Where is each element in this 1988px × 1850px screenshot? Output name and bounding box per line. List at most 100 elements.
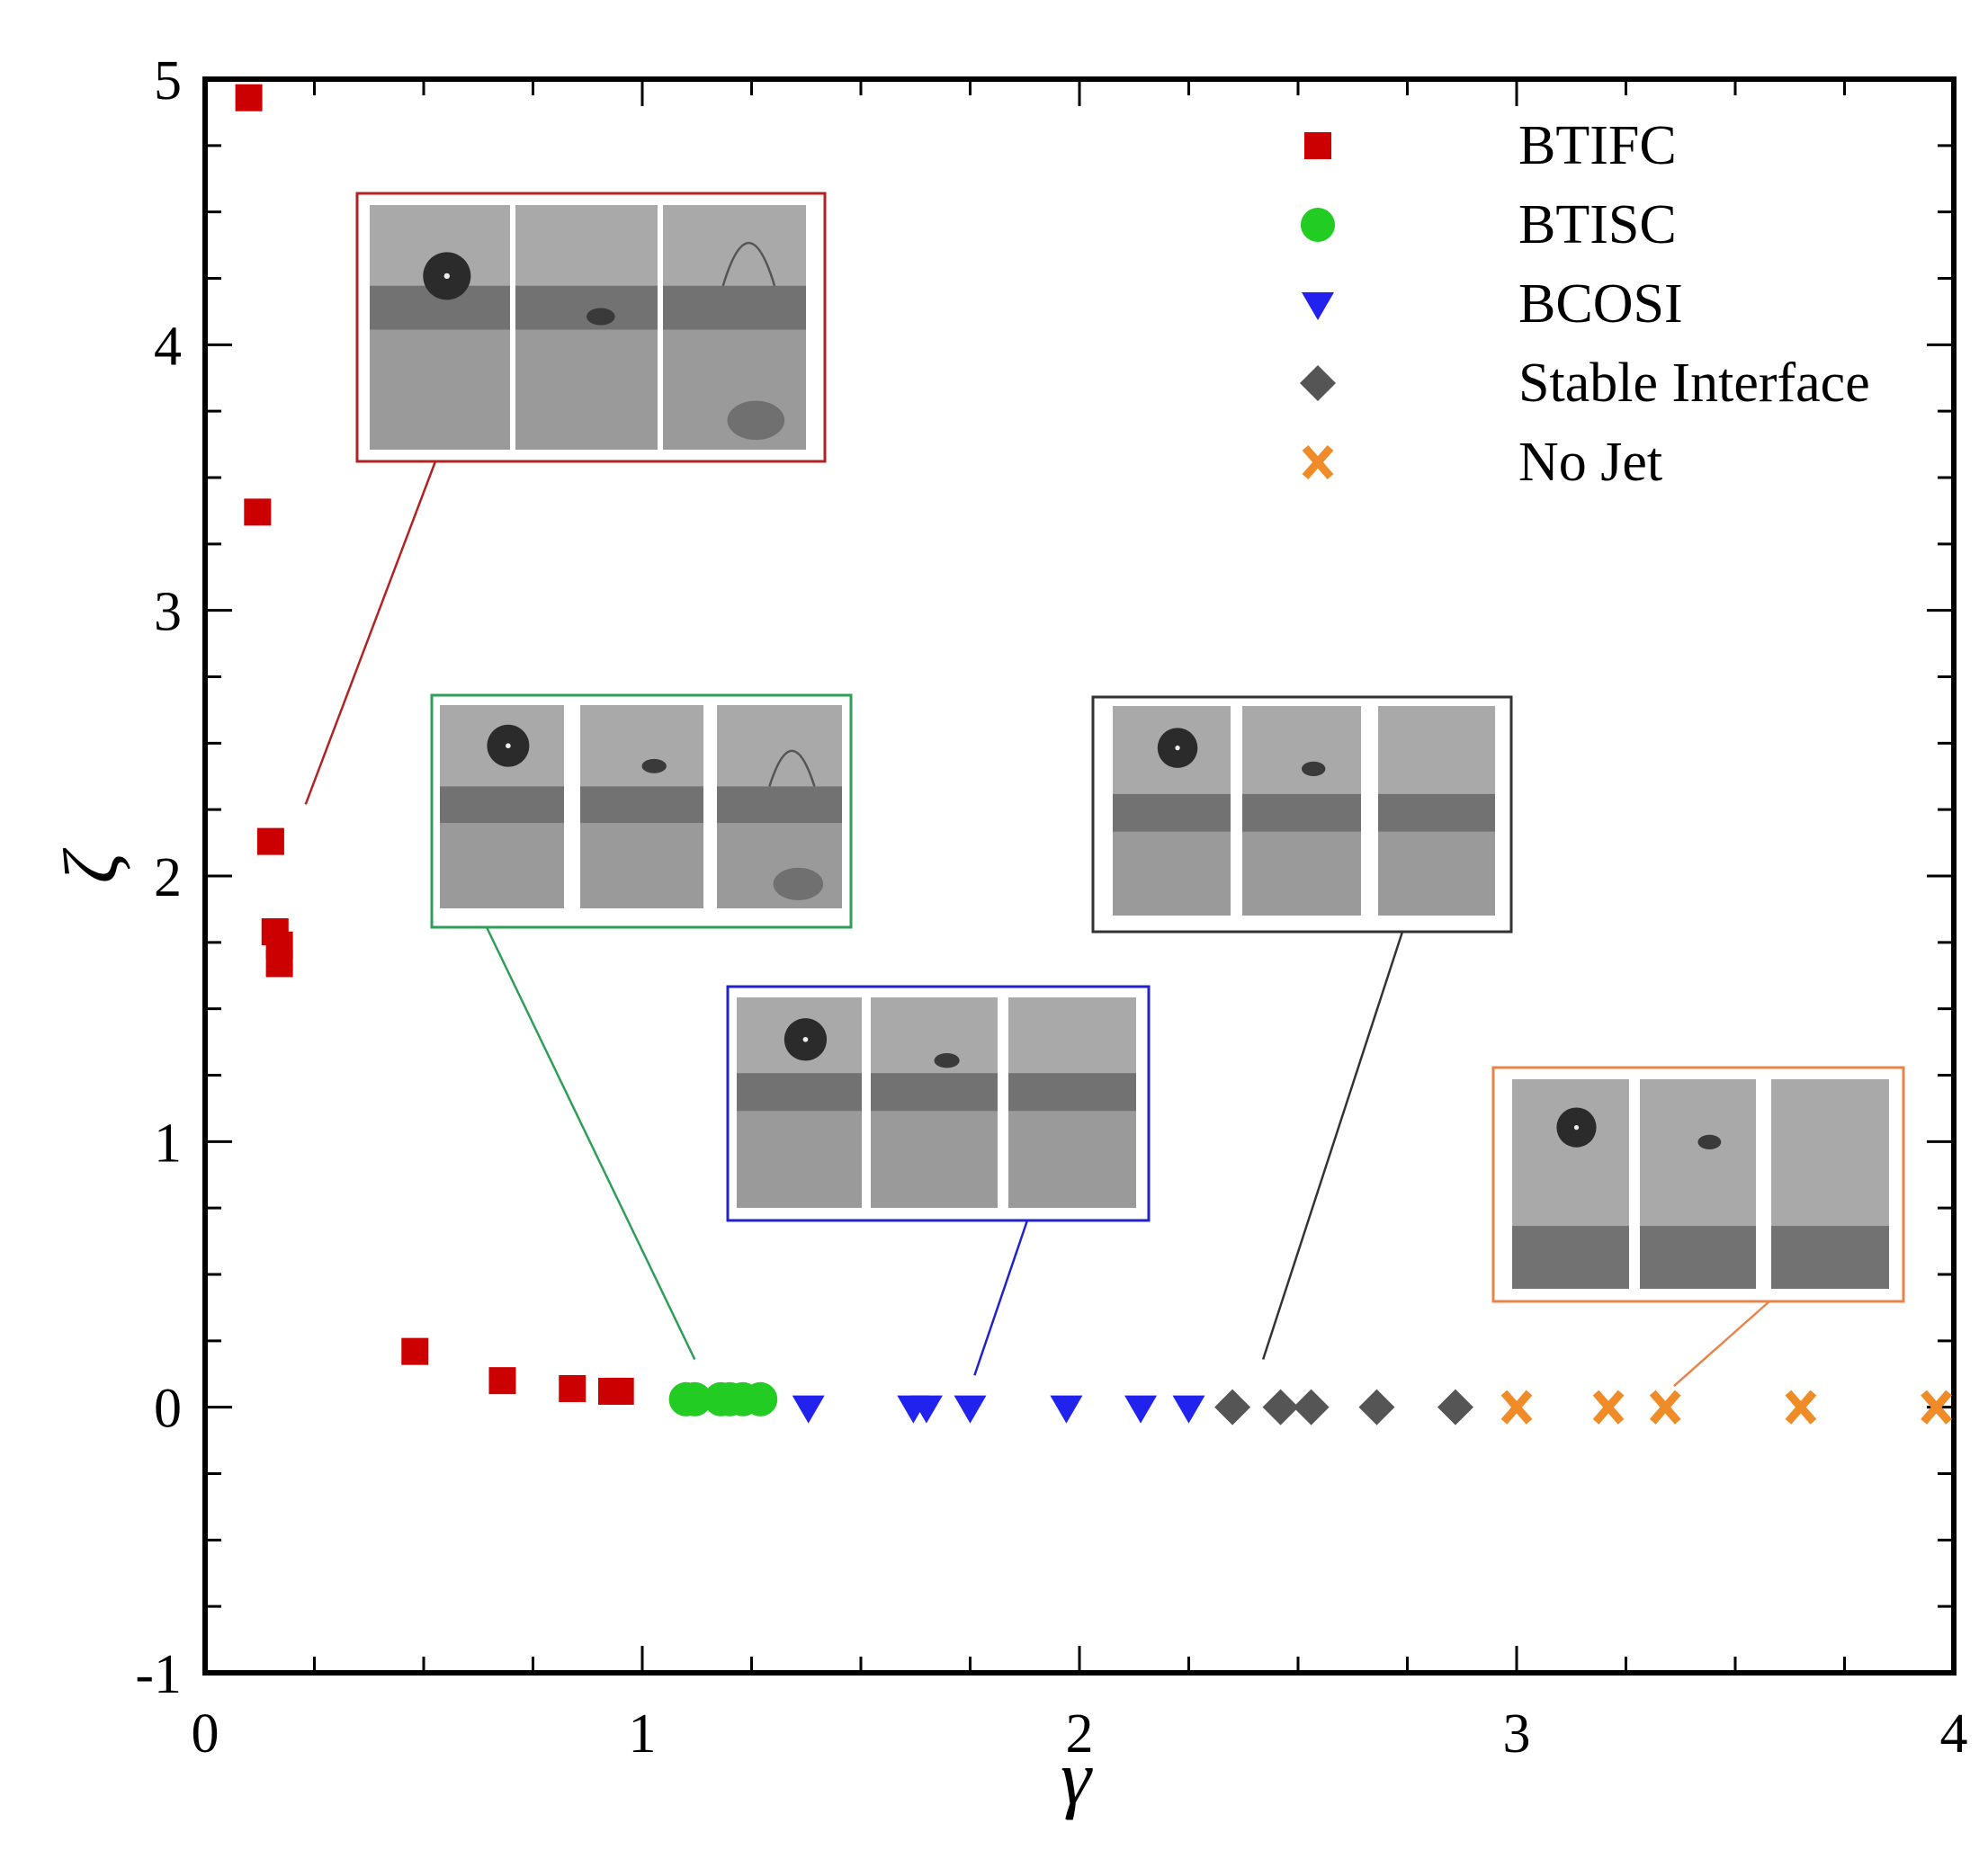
point-bcosi bbox=[1172, 1395, 1205, 1424]
point-no-jet bbox=[1500, 1390, 1533, 1425]
point-btifc bbox=[559, 1374, 587, 1402]
inset-bcosi bbox=[726, 985, 1151, 1376]
bubble-fragment bbox=[934, 1053, 960, 1068]
point-bcosi bbox=[1124, 1395, 1158, 1424]
jet-splash bbox=[768, 749, 816, 787]
point-bcosi bbox=[909, 1395, 943, 1424]
inset-photo-panel bbox=[717, 705, 842, 908]
bubble-highlight bbox=[802, 1036, 809, 1042]
inset-photo-panel bbox=[515, 205, 658, 450]
point-btifc bbox=[244, 498, 272, 526]
legend-marker-no-jet bbox=[1302, 444, 1334, 480]
point-no-jet bbox=[1785, 1390, 1817, 1425]
inset-photo-panel bbox=[737, 997, 862, 1208]
legend-label: No Jet bbox=[1518, 432, 1662, 493]
interface-band bbox=[1771, 1226, 1889, 1289]
debris bbox=[727, 400, 785, 441]
point-no-jet bbox=[1921, 1390, 1952, 1425]
y-tick-label: 4 bbox=[154, 316, 182, 377]
point-stable-interface bbox=[1293, 1389, 1330, 1425]
interface-band bbox=[871, 1073, 998, 1112]
point-bcosi bbox=[792, 1395, 825, 1424]
data-points bbox=[235, 84, 1952, 1425]
point-btisc bbox=[677, 1381, 712, 1417]
point-no-jet bbox=[1649, 1390, 1681, 1425]
point-btifc bbox=[265, 950, 293, 978]
point-btifc bbox=[256, 827, 284, 855]
interface-band bbox=[1242, 793, 1361, 832]
inset-photo-panel bbox=[1008, 997, 1136, 1208]
interface-band bbox=[1512, 1226, 1629, 1289]
y-tick-label: 2 bbox=[154, 847, 182, 908]
y-tick-label: 1 bbox=[154, 1113, 182, 1174]
inset-photo-panel bbox=[1640, 1079, 1756, 1289]
legend-marker-bcosi bbox=[1302, 292, 1334, 320]
interface-band bbox=[737, 1073, 862, 1112]
interface-band bbox=[1640, 1226, 1756, 1289]
point-stable-interface bbox=[1214, 1389, 1251, 1425]
inset-pointer-line bbox=[973, 1220, 1029, 1376]
inset-photo-panel bbox=[871, 997, 998, 1208]
legend-entry-btifc: BTIFC bbox=[1304, 115, 1677, 176]
legend-label: BTISC bbox=[1518, 194, 1677, 255]
point-bcosi bbox=[1050, 1395, 1083, 1424]
point-btifc bbox=[235, 84, 263, 112]
x-tick-label: 3 bbox=[1503, 1703, 1531, 1765]
interface-band bbox=[717, 786, 842, 824]
series-btifc bbox=[235, 84, 634, 1405]
y-tick-label: 0 bbox=[154, 1379, 182, 1440]
series-btisc bbox=[668, 1381, 778, 1417]
x-tick-label: 4 bbox=[1940, 1703, 1968, 1765]
series-bcosi bbox=[792, 1395, 1205, 1424]
bubble-highlight bbox=[1573, 1124, 1580, 1131]
legend-marker-btifc bbox=[1304, 132, 1331, 159]
inset-pointer-line bbox=[1261, 931, 1404, 1360]
inset-stable-interface bbox=[1091, 695, 1513, 1360]
inset-photo-panel bbox=[1378, 706, 1495, 916]
x-tick-label: 2 bbox=[1066, 1703, 1094, 1765]
interface-band bbox=[1113, 793, 1231, 832]
point-stable-interface bbox=[1437, 1389, 1473, 1425]
bubble-highlight bbox=[1175, 745, 1180, 751]
bubble-fragment bbox=[1302, 761, 1326, 777]
bubble-fragment bbox=[641, 758, 667, 773]
point-no-jet bbox=[1592, 1390, 1625, 1425]
interface-band bbox=[1378, 793, 1495, 832]
y-tick-label: 5 bbox=[154, 50, 182, 112]
inset-photo-panel bbox=[1242, 706, 1361, 916]
inset-pointer-line bbox=[304, 460, 437, 805]
x-axis-label: γ bbox=[1061, 1734, 1093, 1820]
legend-entry-stable-interface: Stable Interface bbox=[1300, 353, 1870, 414]
interface-band bbox=[440, 786, 564, 824]
legend-entry-btisc: BTISC bbox=[1301, 194, 1677, 255]
point-btifc bbox=[401, 1337, 429, 1365]
legend-marker-btisc bbox=[1301, 208, 1335, 242]
legend-entry-no-jet: No Jet bbox=[1302, 432, 1662, 493]
inset-photos bbox=[304, 192, 1905, 1387]
bubble-highlight bbox=[506, 743, 511, 749]
inset-pointer-line bbox=[485, 926, 696, 1361]
inset-photo-panel bbox=[370, 205, 510, 450]
y-tick-label: -1 bbox=[135, 1644, 182, 1705]
debris bbox=[773, 867, 824, 900]
x-tick-label: 1 bbox=[629, 1703, 657, 1765]
legend: BTIFC BTISC BCOSI Stable Interface No Jet bbox=[1300, 115, 1870, 493]
inset-photo-panel bbox=[1113, 706, 1231, 916]
point-stable-interface bbox=[1358, 1389, 1395, 1425]
inset-photo-panel bbox=[440, 705, 564, 908]
inset-pointer-line bbox=[1673, 1300, 1770, 1387]
interface-band bbox=[515, 285, 658, 330]
legend-label: Stable Interface bbox=[1518, 353, 1870, 414]
legend-label: BCOSI bbox=[1518, 273, 1683, 335]
inset-photo-panel bbox=[1512, 1079, 1629, 1289]
point-stable-interface bbox=[1262, 1389, 1299, 1425]
y-tick-label: 3 bbox=[154, 582, 182, 643]
x-tick-label: 0 bbox=[192, 1703, 219, 1765]
series-no-jet bbox=[1500, 1390, 1952, 1425]
inset-btifc bbox=[304, 192, 827, 805]
inset-photo-panel bbox=[580, 705, 703, 908]
inset-btisc bbox=[430, 693, 853, 1361]
point-btifc bbox=[606, 1377, 634, 1405]
